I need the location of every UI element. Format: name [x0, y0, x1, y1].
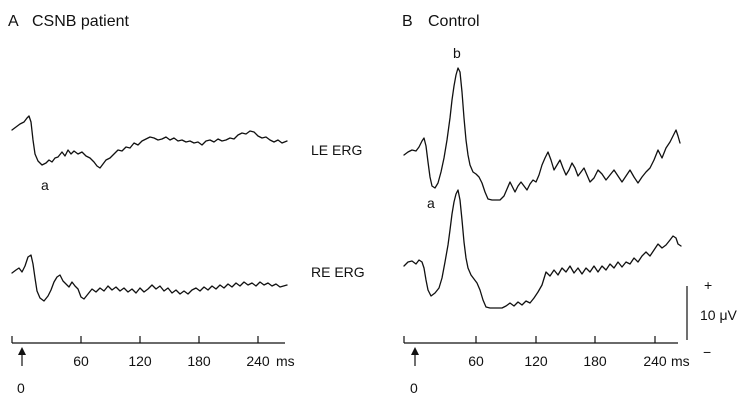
panel-b-tick-label-240: 240 — [643, 353, 667, 369]
panel-a-re-erg-trace — [11, 254, 288, 302]
scale-bar-plus: + — [704, 277, 712, 293]
panel-a-letter: A — [8, 13, 19, 30]
le-erg-label: LE ERG — [311, 142, 362, 158]
panel-b-origin-label: 0 — [410, 380, 418, 396]
panel-a-stimulus-arrowhead — [18, 347, 26, 355]
scale-bar-minus: − — [703, 344, 711, 360]
panel-b-tick-label-180: 180 — [583, 353, 607, 369]
panel-b-unit-label: ms — [671, 353, 690, 369]
panel-b-letter: B — [402, 13, 413, 30]
panel-b-a-wave-label: a — [427, 195, 435, 211]
panel-a-tick-label-120: 120 — [128, 353, 152, 369]
panel-a-unit-label: ms — [276, 353, 295, 369]
scale-bar-label: 10 μV — [700, 307, 738, 323]
panel-a-origin-label: 0 — [17, 380, 25, 396]
panel-b-re-erg-trace — [403, 189, 682, 309]
panel-b-title: Control — [428, 13, 480, 30]
panel-b-b-wave-label: b — [453, 45, 461, 61]
re-erg-label: RE ERG — [311, 264, 365, 280]
panel-a-le-erg-trace — [11, 115, 288, 169]
panel-a-a-wave-label: a — [41, 177, 49, 193]
panel-b-time-axis: 60 120 180 240 ms 0 — [403, 336, 690, 396]
panel-a-tick-label-240: 240 — [246, 353, 270, 369]
panel-a-tick-label-180: 180 — [187, 353, 211, 369]
panel-a-time-axis: 60 120 180 240 ms 0 — [11, 336, 295, 396]
panel-b-tick-label-60: 60 — [468, 353, 484, 369]
panel-a-tick-label-60: 60 — [73, 353, 89, 369]
panel-b-le-erg-trace — [403, 67, 681, 201]
panel-a-title: CSNB patient — [32, 13, 129, 30]
panel-b-stimulus-arrowhead — [411, 347, 419, 355]
panel-b-tick-label-120: 120 — [524, 353, 548, 369]
